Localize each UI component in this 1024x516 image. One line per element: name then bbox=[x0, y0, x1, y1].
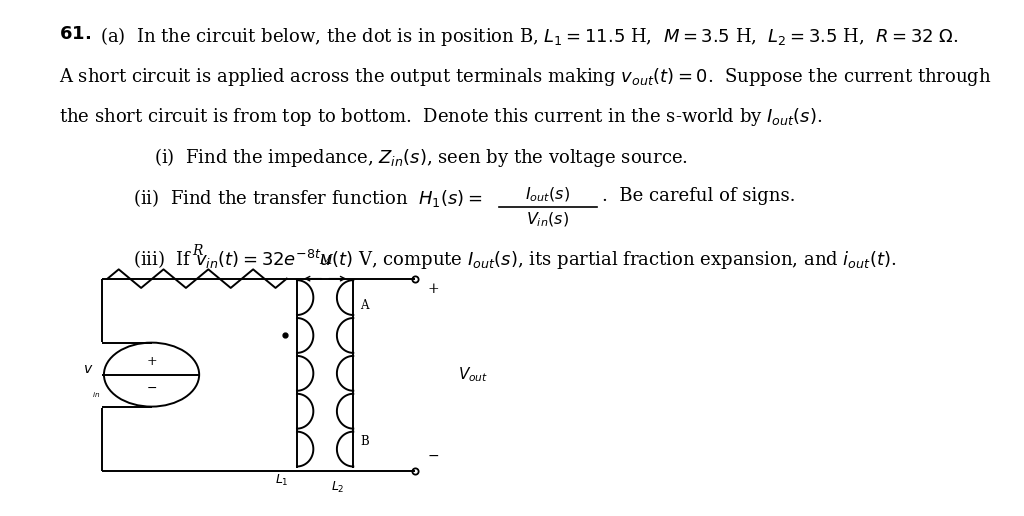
Text: $\mathbf{61.}$: $\mathbf{61.}$ bbox=[59, 25, 91, 43]
Text: $v$: $v$ bbox=[83, 362, 94, 377]
Text: +: + bbox=[146, 355, 157, 368]
Text: $V_{in}(s)$: $V_{in}(s)$ bbox=[526, 211, 569, 229]
Text: (iii)  If $v_{in}(t) = 32e^{-8t}u(t)$ V, compute $I_{out}(s)$, its partial fract: (iii) If $v_{in}(t) = 32e^{-8t}u(t)$ V, … bbox=[133, 248, 896, 272]
Text: +: + bbox=[427, 282, 438, 296]
Text: the short circuit is from top to bottom.  Denote this current in the s-world by : the short circuit is from top to bottom.… bbox=[59, 106, 823, 128]
Text: B: B bbox=[360, 435, 370, 448]
Text: $I_{out}(s)$: $I_{out}(s)$ bbox=[525, 186, 570, 204]
Text: $V_{out}$: $V_{out}$ bbox=[458, 365, 488, 384]
Text: (i)  Find the impedance, $Z_{in}(s)$, seen by the voltage source.: (i) Find the impedance, $Z_{in}(s)$, see… bbox=[154, 146, 687, 169]
Text: A: A bbox=[360, 299, 369, 312]
Text: (a)  In the circuit below, the dot is in position B, $L_1 = 11.5$ H,  $M = 3.5$ : (a) In the circuit below, the dot is in … bbox=[100, 25, 959, 48]
Text: A short circuit is applied across the output terminals making $v_{out}(t) = 0$. : A short circuit is applied across the ou… bbox=[59, 66, 992, 88]
Text: $-$: $-$ bbox=[427, 448, 439, 462]
Text: M: M bbox=[318, 254, 332, 267]
Text: .  Be careful of signs.: . Be careful of signs. bbox=[602, 187, 796, 205]
Text: $L_2$: $L_2$ bbox=[331, 480, 344, 495]
Text: $L_1$: $L_1$ bbox=[275, 473, 289, 488]
Text: $_{in}$: $_{in}$ bbox=[91, 390, 99, 400]
Text: $-$: $-$ bbox=[146, 381, 157, 394]
Text: (ii)  Find the transfer function  $H_1(s) = $: (ii) Find the transfer function $H_1(s) … bbox=[133, 187, 482, 209]
Text: R: R bbox=[191, 244, 203, 258]
